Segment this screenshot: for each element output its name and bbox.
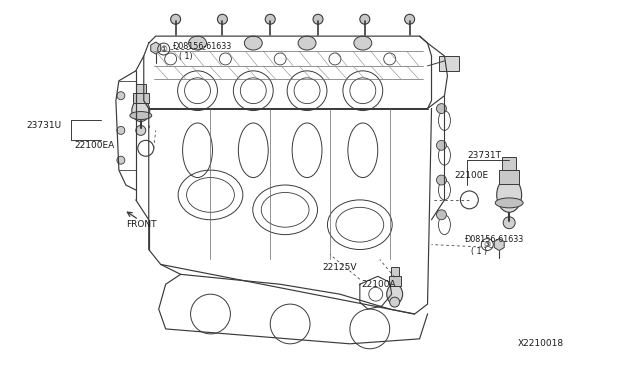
Text: ( 1): ( 1) [179,52,192,61]
Text: 22100E: 22100E [454,171,488,180]
Text: Ð08156-61633: Ð08156-61633 [465,235,525,244]
Text: 23731T: 23731T [467,151,501,160]
Bar [499,170,519,184]
Text: 23731U: 23731U [26,121,61,130]
Polygon shape [151,42,161,54]
Ellipse shape [298,36,316,50]
Text: 22100EA: 22100EA [74,141,115,150]
Text: 22100A: 22100A [362,280,396,289]
Circle shape [117,126,125,134]
Text: Ð08156-61633: Ð08156-61633 [173,42,232,51]
Circle shape [436,104,447,113]
Circle shape [390,297,399,307]
Circle shape [436,140,447,150]
Circle shape [436,210,447,220]
Ellipse shape [354,36,372,50]
Text: ①: ① [161,46,167,52]
Circle shape [117,92,125,100]
Circle shape [404,14,415,24]
Text: FRONT: FRONT [126,220,156,229]
Text: ( 1 ): ( 1 ) [471,247,488,256]
Ellipse shape [132,100,150,122]
Ellipse shape [189,36,207,50]
Bar [136,84,146,93]
Text: 22125V: 22125V [322,263,356,272]
Polygon shape [494,238,504,250]
Text: ③: ③ [484,241,490,247]
Text: ③: ③ [484,240,491,249]
Bar [133,93,148,103]
Ellipse shape [495,198,523,208]
Text: ①: ① [160,45,167,54]
Ellipse shape [244,36,262,50]
Ellipse shape [497,177,522,212]
Circle shape [265,14,275,24]
Circle shape [503,217,515,229]
Bar [502,157,516,170]
Circle shape [313,14,323,24]
Circle shape [136,125,146,135]
Circle shape [218,14,227,24]
Circle shape [436,175,447,185]
Bar [390,267,399,276]
Circle shape [171,14,180,24]
Bar [440,56,460,71]
Bar [388,276,401,286]
Text: X2210018: X2210018 [518,339,564,348]
Circle shape [360,14,370,24]
Circle shape [117,156,125,164]
Ellipse shape [130,112,152,119]
Ellipse shape [387,284,403,304]
